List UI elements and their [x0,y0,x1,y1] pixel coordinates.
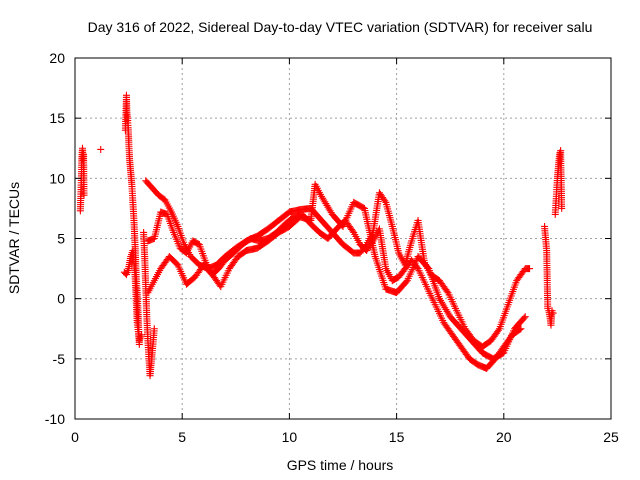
chart-title: Day 316 of 2022, Sidereal Day-to-day VTE… [88,19,593,35]
y-tick-label: 0 [57,291,65,307]
data-point [80,191,88,199]
data-point [517,325,525,333]
x-tick-label: 20 [496,429,512,445]
data-point [97,145,105,153]
data-point [137,331,145,339]
data-point [526,265,534,273]
data-point [558,204,566,212]
data-point [494,326,502,334]
data-point [381,197,389,205]
y-tick-label: -5 [53,351,66,367]
data-point [549,309,557,317]
data-point [521,313,529,321]
data-point [349,227,357,235]
x-tick-label: 5 [178,429,186,445]
y-axis-label: SDTVAR / TECUs [6,182,22,294]
y-tick-labels: -10 -5 0 5 10 15 20 [45,50,65,427]
data-point [443,287,451,295]
axis-ticks [74,57,612,420]
x-tick-labels: 0 5 10 15 20 25 [71,429,619,445]
y-tick-label: 10 [49,170,65,186]
data-point [150,325,158,333]
x-tick-label: 0 [71,429,79,445]
x-tick-label: 25 [603,429,619,445]
data-points [76,91,566,380]
data-point [516,326,524,334]
y-tick-label: 20 [49,50,65,66]
x-tick-label: 15 [389,429,405,445]
y-tick-label: 5 [57,231,65,247]
y-tick-label: 15 [49,110,65,126]
x-tick-label: 10 [282,429,298,445]
x-axis-label: GPS time / hours [287,457,394,473]
data-point [520,314,528,322]
y-tick-label: -10 [45,411,65,427]
